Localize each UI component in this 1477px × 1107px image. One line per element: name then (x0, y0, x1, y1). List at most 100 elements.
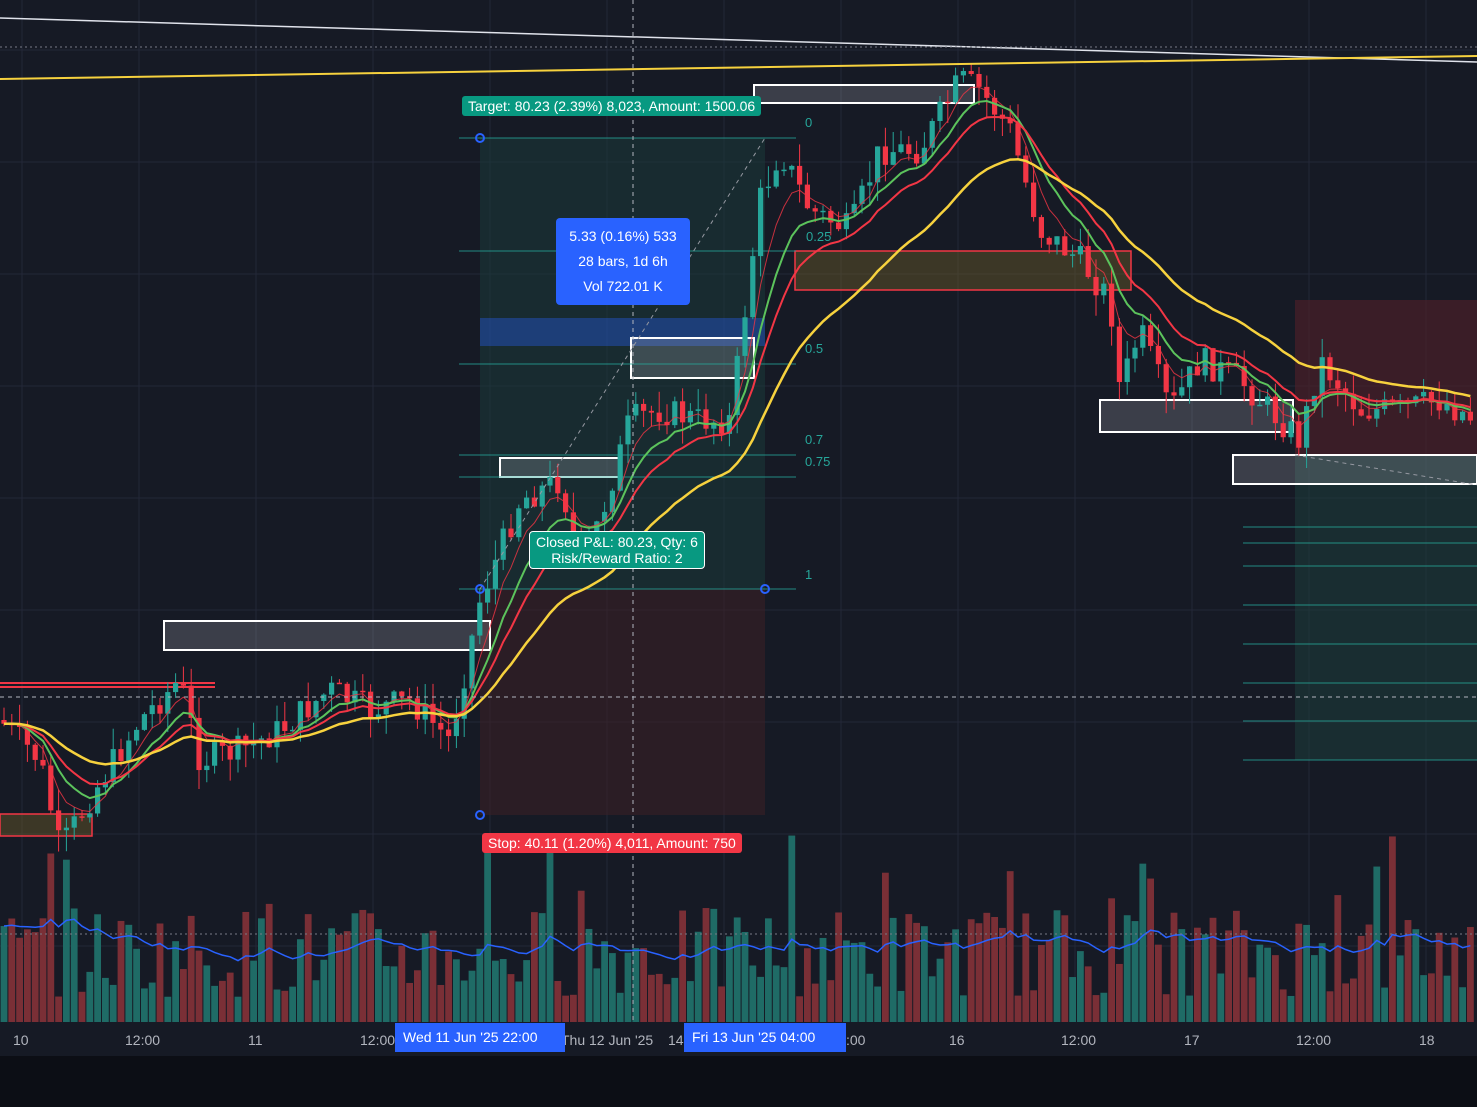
volume-bar (679, 910, 686, 1022)
candle-body (56, 810, 62, 831)
candle-body (929, 121, 935, 148)
measure-price-change: 5.33 (0.16%) 533 (569, 228, 677, 244)
candle-body (492, 559, 498, 589)
volume-bar (538, 913, 546, 1022)
candle-body (1374, 409, 1380, 419)
volume-bar (429, 930, 437, 1022)
volume-bar (70, 908, 78, 1022)
closed-pnl-label[interactable]: Closed P&L: 80.23, Qty: 6 Risk/Reward Ra… (529, 531, 705, 569)
candle-body (1109, 283, 1115, 327)
volume-bar (1318, 943, 1326, 1022)
candle-body (1358, 409, 1364, 416)
volume-bar (289, 986, 296, 1022)
volume-bar (874, 986, 881, 1022)
drag-handle (475, 584, 485, 594)
candle-body (274, 721, 280, 748)
candle-body (641, 403, 647, 411)
volume-ma-line (3, 918, 1471, 962)
candle-body (1241, 365, 1247, 387)
candle-body (48, 765, 54, 811)
drag-handle (760, 584, 770, 594)
volume-bar (1030, 990, 1037, 1022)
candle-body (960, 71, 966, 76)
volume-bar (382, 966, 390, 1022)
volume-bar (741, 931, 749, 1022)
volume-bar (172, 941, 179, 1022)
volume-bar (156, 923, 164, 1022)
volume-bar (562, 995, 569, 1022)
zone-box (1099, 399, 1294, 433)
candle-body (414, 698, 420, 720)
candle-body (313, 701, 319, 718)
volume-bar (1373, 866, 1381, 1022)
stop-label[interactable]: Stop: 40.11 (1.20%) 4,011, Amount: 750 (482, 833, 742, 853)
volume-bar (109, 984, 117, 1022)
volume-bar (1404, 920, 1412, 1022)
candle-body (180, 682, 186, 686)
fib-level-0: 0 (805, 115, 813, 130)
time-tick: 12:00 (1296, 1032, 1332, 1048)
candle-body (945, 101, 951, 104)
candle-body (695, 409, 701, 411)
time-tick: 11 (248, 1032, 263, 1048)
candle-body (1350, 393, 1356, 410)
candle-body (1085, 246, 1091, 277)
trendline-yellow (0, 55, 1477, 80)
candle-body (500, 528, 506, 560)
volume-bar (484, 846, 491, 1022)
time-tick: 17 (1184, 1032, 1200, 1048)
volume-bar (936, 958, 944, 1022)
candle-body (531, 497, 537, 507)
measure-band (480, 318, 765, 346)
candle-body (375, 714, 381, 718)
candle-body (1054, 236, 1060, 245)
candle-body (680, 401, 686, 423)
volume-bar (1092, 995, 1100, 1022)
volume-bar (414, 970, 421, 1022)
candle-body (906, 144, 912, 154)
volume-bar (663, 984, 671, 1022)
volume-bar (1209, 917, 1217, 1022)
volume-bar (460, 980, 468, 1022)
volume-bar (1326, 991, 1334, 1022)
volume-bar (1420, 975, 1427, 1022)
candle-body (1335, 380, 1341, 389)
volume-bar (1162, 994, 1170, 1022)
volume-bar (1139, 863, 1147, 1022)
candle-body (1023, 155, 1029, 183)
volume-bar (999, 927, 1006, 1022)
volume-bar (320, 959, 328, 1022)
candle-body (758, 187, 764, 257)
volume-bar (1201, 934, 1209, 1022)
volume-bar (445, 951, 452, 1022)
candle-body (547, 476, 553, 486)
candle-body (157, 705, 163, 714)
volume-bar (749, 965, 757, 1022)
volume-bar (1155, 944, 1162, 1022)
fib-level-0-25: 0.25 (806, 229, 832, 244)
volume-bar (593, 968, 601, 1022)
candle-body (485, 588, 491, 603)
target-label[interactable]: Target: 80.23 (2.39%) 8,023, Amount: 150… (462, 96, 762, 116)
candle-body (914, 153, 920, 164)
candle-body (1038, 217, 1044, 238)
candle-body (196, 717, 202, 771)
candle-body (898, 144, 904, 153)
volume-bar (141, 988, 148, 1022)
candle-body (1140, 325, 1146, 348)
candle-body (95, 787, 101, 814)
volume-bar (570, 994, 577, 1022)
volume-bar (250, 960, 257, 1022)
volume-bar (952, 929, 959, 1022)
volume-bar (1061, 915, 1069, 1022)
volume-bar (1186, 995, 1193, 1022)
volume-bar (796, 996, 803, 1022)
volume-bar (640, 948, 647, 1022)
zone-box (163, 620, 491, 651)
stop-zone (480, 589, 765, 815)
volume-bar (351, 913, 359, 1022)
trendline-white (0, 17, 1477, 63)
candle-body (664, 421, 670, 426)
